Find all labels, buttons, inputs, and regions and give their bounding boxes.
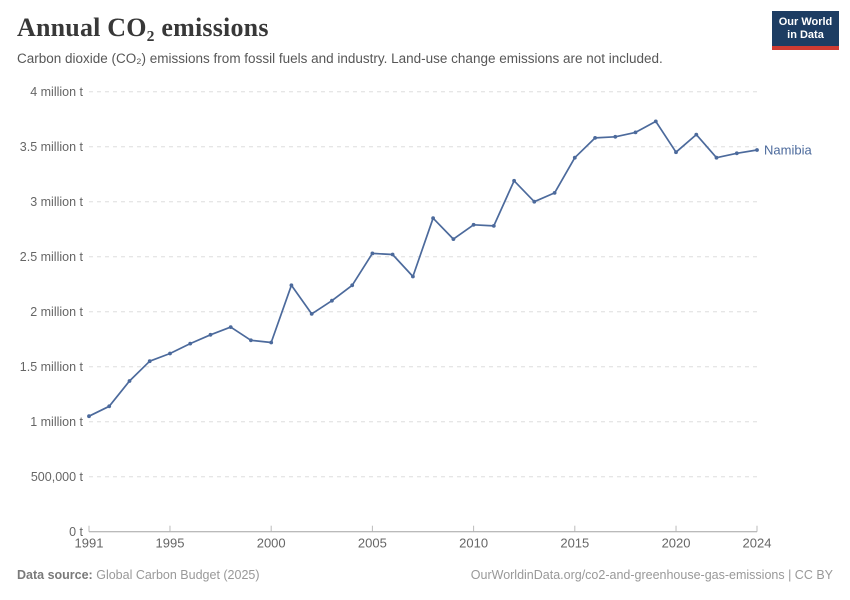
data-point: [269, 340, 274, 345]
chart-footer: Data source: Global Carbon Budget (2025)…: [17, 568, 833, 582]
footer-link[interactable]: OurWorldinData.org/co2-and-greenhouse-ga…: [470, 568, 833, 582]
data-point: [451, 237, 456, 242]
data-point: [107, 404, 112, 409]
y-tick-label: 4 million t: [30, 85, 83, 99]
data-point: [289, 283, 294, 288]
data-point: [431, 216, 435, 221]
data-point: [147, 359, 152, 364]
data-point: [188, 341, 193, 346]
data-point: [532, 199, 537, 204]
x-tick-label: 2005: [358, 536, 387, 551]
data-point: [208, 332, 213, 337]
data-point: [593, 136, 597, 140]
data-point: [127, 379, 132, 383]
data-point: [370, 251, 375, 256]
owid-logo-line2: in Data: [787, 29, 824, 41]
data-point: [249, 338, 253, 343]
y-tick-label: 3 million t: [30, 195, 83, 209]
data-point: [309, 312, 314, 316]
x-tick-label: 2024: [743, 536, 772, 551]
y-tick-label: 0 t: [69, 525, 83, 539]
series-line: [88, 120, 758, 418]
x-tick-label: 2010: [459, 536, 488, 551]
x-tick-label: 2020: [662, 536, 691, 551]
entity-label[interactable]: Namibia: [764, 143, 812, 158]
data-point: [471, 222, 476, 227]
x-tick-label: 1991: [75, 536, 104, 551]
data-point: [512, 178, 516, 183]
data-point: [694, 132, 699, 137]
data-point: [552, 191, 557, 195]
data-point: [613, 134, 618, 139]
y-tick-label: 3.5 million t: [20, 140, 84, 154]
data-point: [168, 351, 172, 356]
data-point: [755, 148, 759, 152]
chart-title: Annual CO₂ emissions: [17, 13, 269, 42]
y-tick-label: 1.5 million t: [20, 360, 84, 374]
y-tick-label: 2.5 million t: [20, 250, 84, 264]
data-point: [411, 274, 415, 279]
data-point: [714, 155, 719, 160]
owid-logo-line1: Our World: [778, 16, 833, 28]
data-source-label: Data source:: [17, 568, 93, 582]
y-tick-label: 1 million t: [30, 415, 83, 429]
y-tick-label: 500,000 t: [31, 470, 84, 484]
data-point: [491, 224, 496, 228]
data-point: [228, 325, 233, 329]
data-point: [350, 283, 355, 288]
data-point: [572, 155, 577, 160]
data-source: Data source: Global Carbon Budget (2025): [17, 568, 260, 582]
data-point: [330, 298, 334, 303]
data-point: [390, 252, 395, 257]
data-point: [87, 414, 91, 419]
chart-subtitle: Carbon dioxide (CO₂) emissions from foss…: [17, 51, 663, 66]
y-tick-label: 2 million t: [30, 305, 83, 319]
data-point: [734, 151, 739, 156]
data-source-value: Global Carbon Budget (2025): [96, 568, 260, 582]
data-point: [674, 150, 678, 155]
x-tick-label: 1995: [156, 536, 185, 551]
data-point: [653, 119, 658, 124]
x-tick-label: 2000: [257, 536, 286, 551]
x-tick-label: 2015: [560, 536, 589, 551]
data-point: [633, 130, 638, 135]
owid-logo[interactable]: Our World in Data: [772, 11, 839, 50]
